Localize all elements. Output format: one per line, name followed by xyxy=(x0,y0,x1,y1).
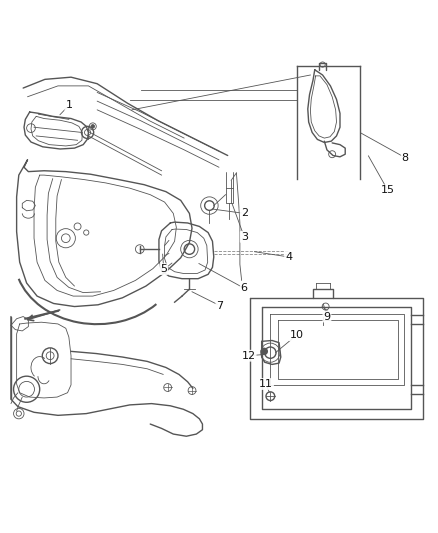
Circle shape xyxy=(261,349,267,354)
Text: 12: 12 xyxy=(241,351,256,361)
Text: 9: 9 xyxy=(323,312,331,321)
Text: 4: 4 xyxy=(285,252,292,262)
Circle shape xyxy=(91,125,95,128)
Text: 5: 5 xyxy=(160,264,167,274)
Text: 8: 8 xyxy=(402,152,409,163)
Text: 3: 3 xyxy=(241,232,248,242)
Text: 10: 10 xyxy=(290,330,304,340)
Text: 11: 11 xyxy=(259,379,273,389)
Text: 2: 2 xyxy=(240,208,248,219)
Text: 1: 1 xyxy=(65,100,72,110)
Text: 6: 6 xyxy=(241,283,248,293)
Text: 7: 7 xyxy=(216,301,223,311)
Text: 15: 15 xyxy=(381,185,395,195)
